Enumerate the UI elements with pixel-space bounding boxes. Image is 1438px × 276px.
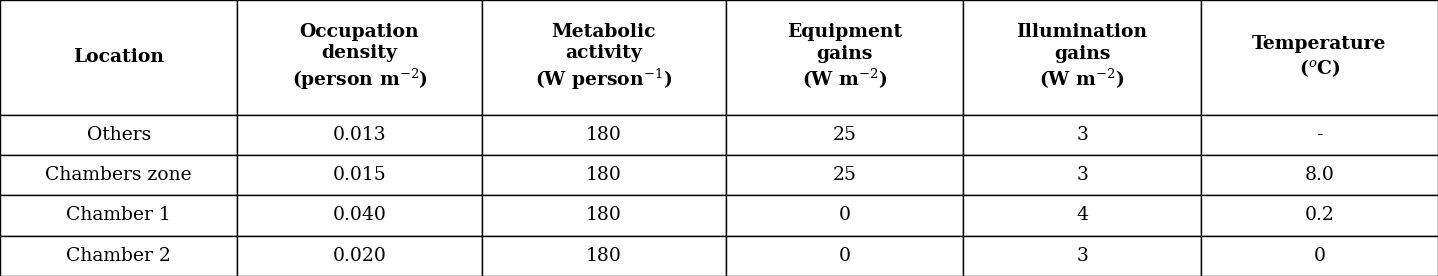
Bar (482, 155, 726, 195)
Text: -: - (1316, 126, 1323, 144)
Bar (1201, 0, 1438, 115)
Bar (963, 236, 1201, 276)
Text: Chambers zone: Chambers zone (46, 166, 191, 184)
Bar (726, 155, 963, 195)
Text: Metabolic
activity
(W person$^{-1}$): Metabolic activity (W person$^{-1}$) (535, 23, 673, 92)
Bar (482, 155, 726, 195)
Bar (482, 0, 726, 115)
Bar (963, 195, 1201, 236)
Bar (0, 155, 237, 195)
Text: 0: 0 (838, 247, 851, 265)
Bar (237, 0, 482, 115)
Bar (0, 236, 237, 276)
Text: 180: 180 (587, 206, 621, 224)
Text: Temperature
($^{o}$C): Temperature ($^{o}$C) (1252, 35, 1386, 79)
Bar (963, 155, 1201, 195)
Text: Location: Location (73, 48, 164, 66)
Bar (482, 0, 726, 115)
Bar (482, 115, 726, 155)
Bar (963, 155, 1201, 195)
Text: 0.020: 0.020 (332, 247, 387, 265)
Bar (1201, 115, 1438, 155)
Text: 180: 180 (587, 247, 621, 265)
Bar (726, 236, 963, 276)
Bar (1201, 115, 1438, 155)
Bar (482, 236, 726, 276)
Bar (482, 195, 726, 236)
Bar (726, 0, 963, 115)
Text: 0.040: 0.040 (332, 206, 387, 224)
Bar (0, 236, 237, 276)
Text: 0: 0 (838, 206, 851, 224)
Bar (482, 195, 726, 236)
Bar (963, 236, 1201, 276)
Text: 0.013: 0.013 (332, 126, 387, 144)
Bar (963, 0, 1201, 115)
Bar (1201, 155, 1438, 195)
Text: 0: 0 (1313, 247, 1326, 265)
Bar (963, 115, 1201, 155)
Text: Others: Others (86, 126, 151, 144)
Text: Chamber 1: Chamber 1 (66, 206, 171, 224)
Bar (1201, 0, 1438, 115)
Text: 4: 4 (1076, 206, 1089, 224)
Text: Illumination
gains
(W m$^{-2}$): Illumination gains (W m$^{-2}$) (1017, 23, 1148, 91)
Text: 25: 25 (833, 126, 857, 144)
Bar (1201, 195, 1438, 236)
Bar (482, 115, 726, 155)
Bar (0, 155, 237, 195)
Text: 3: 3 (1076, 247, 1089, 265)
Text: 3: 3 (1076, 126, 1089, 144)
Bar (963, 195, 1201, 236)
Text: 25: 25 (833, 166, 857, 184)
Text: 180: 180 (587, 126, 621, 144)
Text: 0.015: 0.015 (332, 166, 387, 184)
Bar (726, 115, 963, 155)
Bar (726, 236, 963, 276)
Bar (1201, 236, 1438, 276)
Bar (237, 115, 482, 155)
Text: 0.2: 0.2 (1304, 206, 1334, 224)
Bar (726, 155, 963, 195)
Bar (726, 195, 963, 236)
Bar (0, 0, 237, 115)
Bar (237, 236, 482, 276)
Text: 8.0: 8.0 (1304, 166, 1334, 184)
Bar (0, 0, 237, 115)
Bar (237, 195, 482, 236)
Bar (237, 0, 482, 115)
Text: Chamber 2: Chamber 2 (66, 247, 171, 265)
Bar (0, 195, 237, 236)
Bar (0, 115, 237, 155)
Bar (726, 115, 963, 155)
Bar (1201, 236, 1438, 276)
Bar (963, 0, 1201, 115)
Bar (726, 195, 963, 236)
Text: 180: 180 (587, 166, 621, 184)
Bar (1201, 195, 1438, 236)
Bar (0, 195, 237, 236)
Bar (237, 115, 482, 155)
Bar (237, 155, 482, 195)
Bar (963, 115, 1201, 155)
Bar (726, 0, 963, 115)
Bar (237, 155, 482, 195)
Bar (237, 195, 482, 236)
Text: Equipment
gains
(W m$^{-2}$): Equipment gains (W m$^{-2}$) (787, 23, 903, 91)
Text: 3: 3 (1076, 166, 1089, 184)
Bar (237, 236, 482, 276)
Bar (482, 236, 726, 276)
Bar (0, 115, 237, 155)
Text: Occupation
density
(person m$^{-2}$): Occupation density (person m$^{-2}$) (292, 23, 427, 92)
Bar (1201, 155, 1438, 195)
